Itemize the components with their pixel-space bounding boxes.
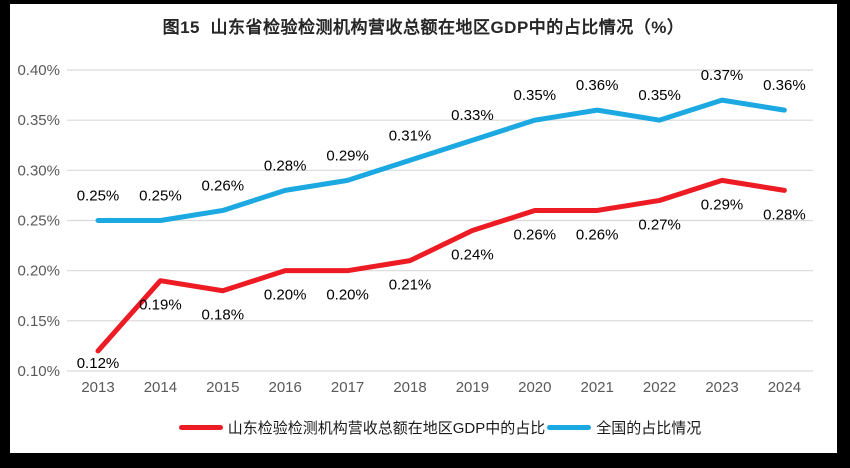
x-tick-label: 2014 — [144, 379, 177, 396]
data-label-shandong: 0.24% — [451, 247, 494, 264]
data-label-national: 0.36% — [763, 77, 806, 94]
x-tick-label: 2017 — [331, 379, 364, 396]
chart-legend: 山东检验检测机构营收总额在地区GDP中的占比 全国的占比情况 — [67, 417, 813, 437]
x-tick-label: 2023 — [705, 379, 738, 396]
data-label-shandong: 0.20% — [326, 287, 369, 304]
data-label-shandong: 0.28% — [763, 206, 806, 223]
data-label-national: 0.28% — [264, 157, 307, 174]
data-label-shandong: 0.21% — [389, 277, 432, 294]
legend-item-shandong: 山东检验检测机构营收总额在地区GDP中的占比 — [178, 417, 546, 438]
chart-title: 图15 山东省检验检测机构营收总额在地区GDP中的占比情况（%） — [162, 18, 685, 37]
data-label-national: 0.35% — [514, 87, 557, 104]
data-label-shandong: 0.27% — [638, 216, 681, 233]
legend-swatch-red-line — [178, 424, 223, 430]
x-tick-label: 2019 — [456, 379, 489, 396]
legend-label-national: 全国的占比情况 — [596, 419, 702, 437]
data-label-shandong: 0.26% — [514, 226, 557, 243]
y-tick-label: 0.30% — [17, 162, 60, 179]
data-label-shandong: 0.12% — [77, 355, 120, 372]
x-tick-label: 2018 — [393, 379, 426, 396]
y-tick-label: 0.25% — [17, 213, 60, 230]
y-tick-label: 0.35% — [17, 112, 60, 129]
data-label-shandong: 0.20% — [264, 287, 307, 304]
data-label-national: 0.35% — [638, 87, 681, 104]
y-tick-label: 0.20% — [17, 263, 60, 280]
chart-background — [10, 4, 837, 453]
data-label-national: 0.25% — [139, 188, 182, 205]
series-line-national — [95, 97, 787, 223]
legend-swatch-blue-line — [547, 424, 592, 430]
data-label-shandong: 0.19% — [139, 297, 182, 314]
data-label-national: 0.31% — [389, 127, 432, 144]
data-label-national: 0.25% — [77, 188, 120, 205]
x-tick-label: 2024 — [768, 379, 801, 396]
data-label-national: 0.37% — [701, 67, 744, 84]
legend-label-shandong: 山东检验检测机构营收总额在地区GDP中的占比 — [227, 419, 546, 437]
y-tick-label: 0.40% — [17, 62, 60, 79]
x-tick-label: 2022 — [643, 379, 676, 396]
x-tick-label: 2021 — [581, 379, 614, 396]
data-label-shandong: 0.18% — [202, 307, 245, 324]
data-label-shandong: 0.29% — [701, 196, 744, 213]
x-tick-label: 2016 — [269, 379, 302, 396]
x-tick-label: 2015 — [206, 379, 239, 396]
x-tick-label: 2020 — [518, 379, 551, 396]
data-label-national: 0.36% — [576, 77, 619, 94]
data-label-shandong: 0.26% — [576, 226, 619, 243]
data-label-national: 0.26% — [202, 177, 245, 194]
series-line-shandong — [95, 177, 787, 354]
y-tick-label: 0.15% — [17, 313, 60, 330]
legend-item-national: 全国的占比情况 — [547, 417, 701, 438]
y-tick-label: 0.10% — [17, 363, 60, 380]
x-tick-label: 2013 — [81, 379, 114, 396]
data-label-national: 0.33% — [451, 107, 494, 124]
data-label-national: 0.29% — [326, 147, 369, 164]
